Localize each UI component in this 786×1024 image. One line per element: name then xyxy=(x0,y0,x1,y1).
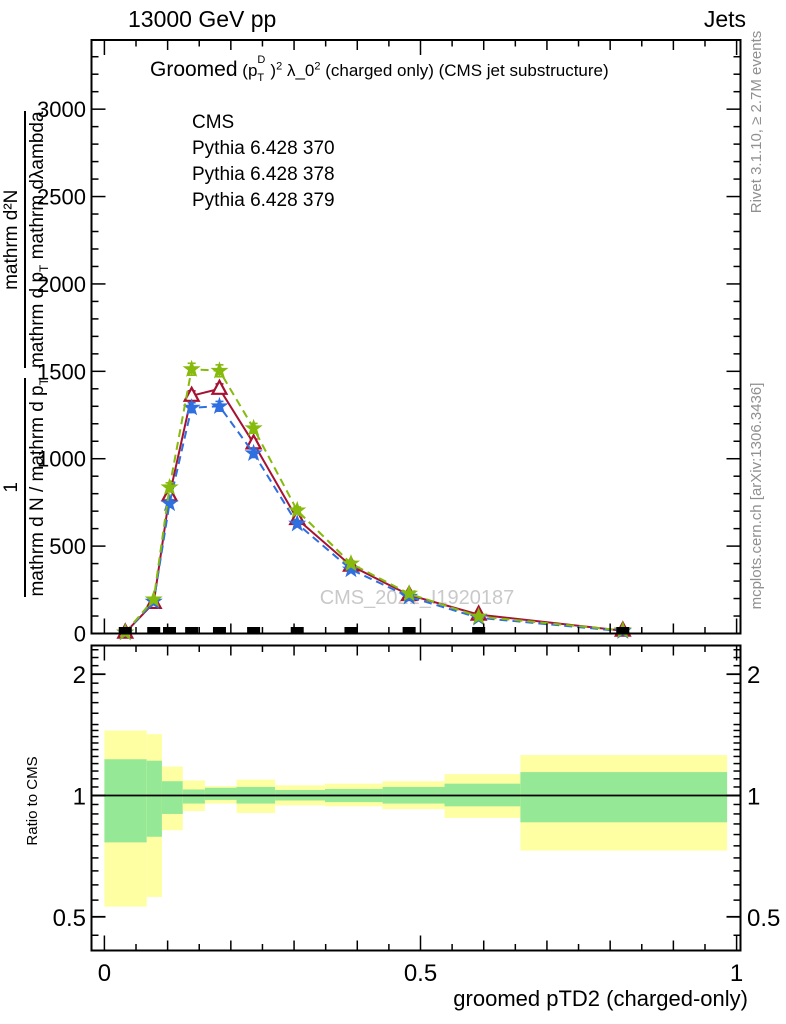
observable-title-lead: Groomed xyxy=(150,58,238,81)
observable-title-tail: (charged only) (CMS jet substructure) xyxy=(325,61,609,80)
svg-text:1: 1 xyxy=(730,960,743,987)
legend-label: CMS xyxy=(192,112,235,133)
legend-item-pythia-379: Pythia 6.428 379 xyxy=(124,188,335,214)
triangle-marker-icon xyxy=(124,137,180,161)
mcplots-arxiv-note: mcplots.cern.ch [arXiv:1306.3436] xyxy=(748,382,765,610)
legend-label: Pythia 6.428 370 xyxy=(192,138,335,159)
svg-text:1000: 1000 xyxy=(37,447,86,472)
svg-text:2: 2 xyxy=(73,662,86,689)
svg-text:0.5: 0.5 xyxy=(747,905,780,932)
svg-text:2000: 2000 xyxy=(37,272,86,297)
svg-text:0.5: 0.5 xyxy=(404,960,437,987)
legend-item-cms: CMS xyxy=(124,110,335,136)
y-axis-label-fraction-1: 1 mathrm d N / mathrm d pT xyxy=(1,378,51,597)
legend-label: Pythia 6.428 378 xyxy=(192,164,335,185)
legend: CMS Pythia 6.428 370 Pythia 6.428 378 Py… xyxy=(124,110,335,214)
legend-item-pythia-370: Pythia 6.428 370 xyxy=(124,136,335,162)
ratio-axis-label: Ratio to CMS xyxy=(24,756,41,846)
svg-text:3000: 3000 xyxy=(37,97,86,122)
svg-text:2: 2 xyxy=(747,662,760,689)
legend-item-pythia-378: Pythia 6.428 378 xyxy=(124,162,335,188)
y-axis-label-fraction-2: mathrm d²N mathrm d pT mathrm dλambda xyxy=(1,111,51,369)
analysis-topic-label: Jets xyxy=(703,6,746,32)
y-axis-label: 1 mathrm d N / mathrm d pT mathrm d²N ma… xyxy=(0,54,58,654)
observable-title-math: (p D T)2 λ_02 xyxy=(242,54,321,84)
svg-text:0: 0 xyxy=(98,960,111,987)
star-marker-icon xyxy=(124,163,180,187)
beam-energy-label: 13000 GeV pp xyxy=(128,6,277,32)
svg-text:1: 1 xyxy=(747,784,760,811)
svg-text:500: 500 xyxy=(49,534,86,559)
x-axis-label: groomed pTD2 (charged-only) xyxy=(453,986,748,1011)
svg-text:0.5: 0.5 xyxy=(53,905,86,932)
svg-text:1: 1 xyxy=(73,784,86,811)
svg-text:2500: 2500 xyxy=(37,185,86,210)
observable-title: Groomed (p D T)2 λ_02 (charged only) (CMS … xyxy=(150,54,609,84)
star-marker-icon xyxy=(124,189,180,213)
legend-label: Pythia 6.428 379 xyxy=(192,190,335,211)
svg-text:1500: 1500 xyxy=(37,359,86,384)
rivet-version-note: Rivet 3.1.10, ≥ 2.7M events xyxy=(748,30,765,214)
cms-square-marker-icon xyxy=(124,111,180,135)
svg-text:0: 0 xyxy=(74,622,86,647)
